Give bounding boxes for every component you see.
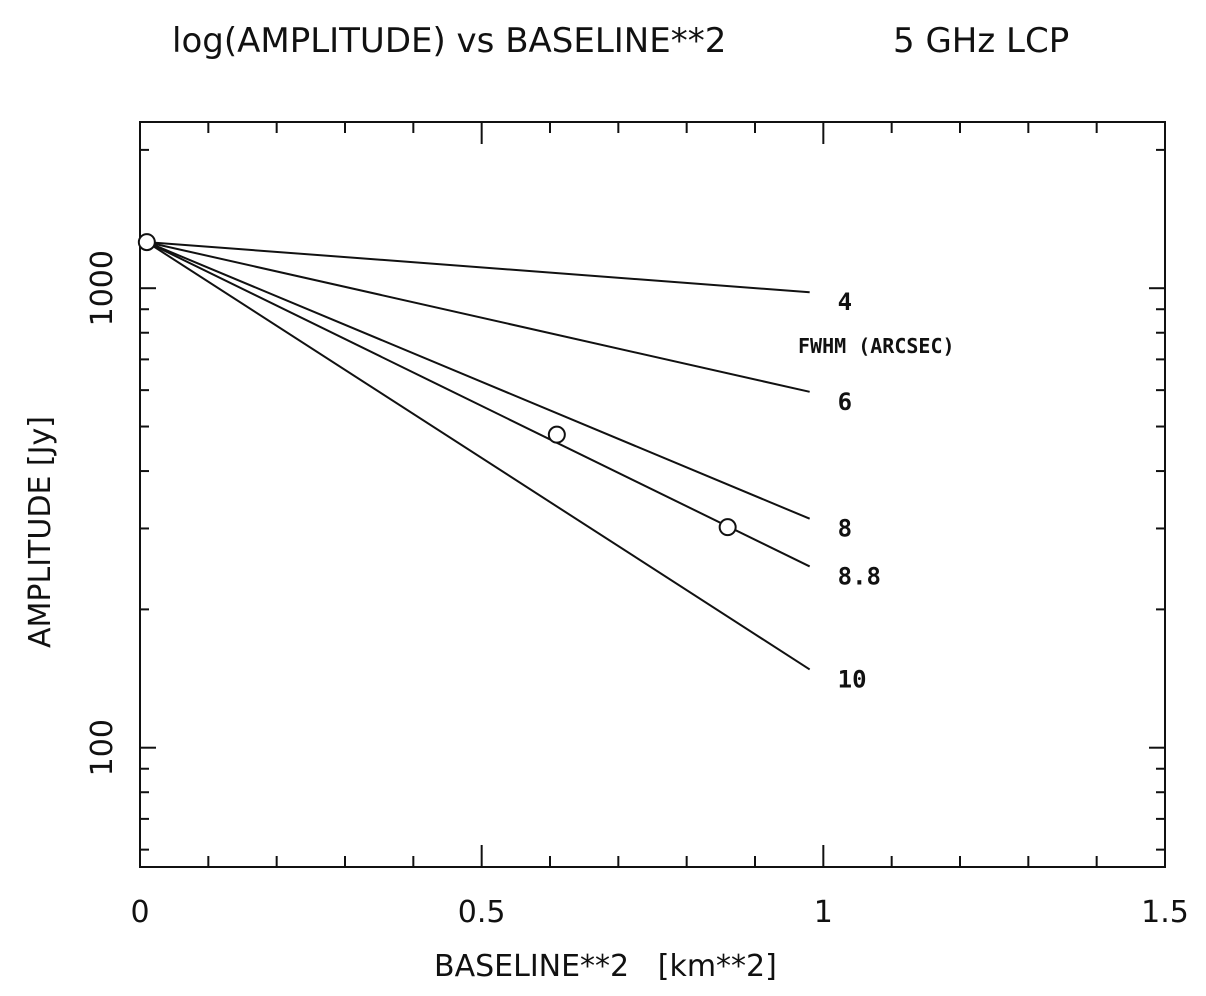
x-axis-ticks: 0 0.5 1 1.5 [130,122,1189,930]
series-line-8 [146,241,811,520]
series-labels: 4 6 8 8.8 10 [838,288,881,693]
series-line-6 [146,241,810,393]
series-label-4: 4 [838,288,852,316]
y-tick-label: 100 [85,719,120,776]
series-label-6: 6 [838,388,852,416]
chart-title: log(AMPLITUDE) vs BASELINE**2 [172,21,726,61]
series-line-10 [146,241,811,671]
x-tick-label: 1 [814,895,833,930]
series-line-8.8 [146,241,811,568]
legend-title: FWHM (ARCSEC) [798,334,955,358]
series-label-8.8: 8.8 [838,562,881,590]
data-points [137,233,737,537]
series-line-4 [146,241,810,294]
x-tick-label: 1.5 [1141,895,1189,930]
series-lines [146,241,811,671]
chart-subtitle: 5 GHz LCP [893,21,1069,61]
data-point [547,425,566,444]
series-label-10: 10 [838,665,867,693]
x-axis-label: BASELINE**2 [km**2] [434,949,777,984]
data-point [137,233,156,252]
plot-frame [139,121,1166,868]
series-label-8: 8 [838,515,852,543]
y-axis-ticks: 100 1000 [85,148,1165,851]
y-axis-label: AMPLITUDE [Jy] [23,416,58,648]
y-tick-label: 1000 [85,250,120,326]
x-tick-label: 0 [130,895,149,930]
data-point [718,518,737,537]
x-tick-label: 0.5 [458,895,506,930]
